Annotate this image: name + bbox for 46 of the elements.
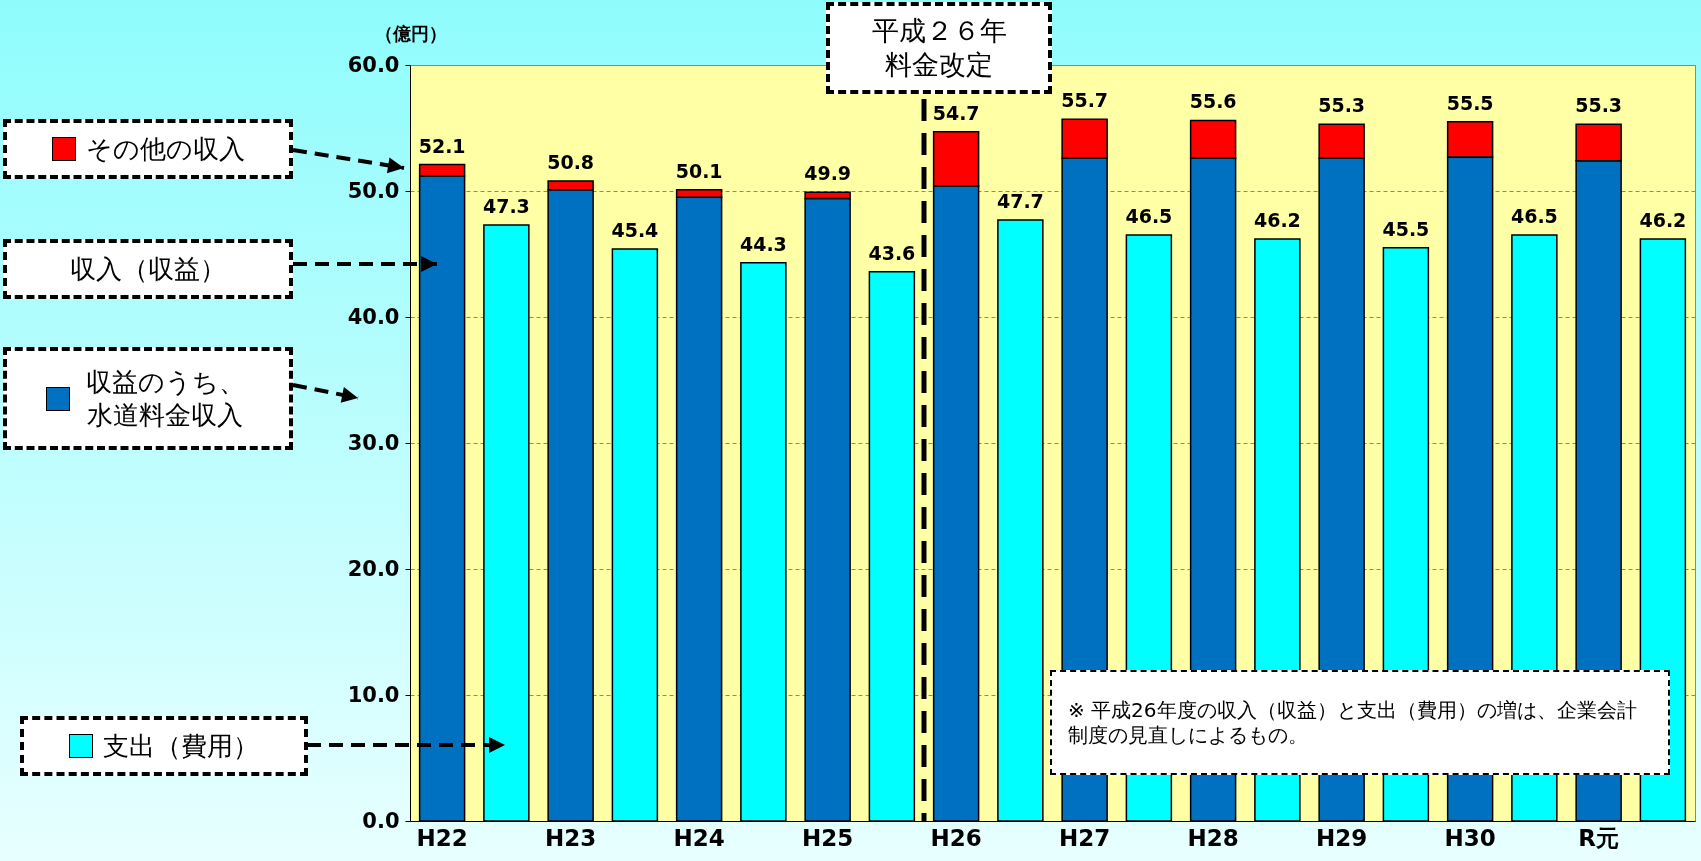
y-tick-label: 0.0 [362,808,400,833]
y-tick-label: 10.0 [347,682,400,707]
total-label: 55.7 [1061,89,1109,112]
x-tick-label: H26 [930,824,982,851]
x-tick-label: H28 [1187,824,1239,851]
total-label: 55.5 [1446,91,1494,114]
legend-label: 支出（費用） [103,729,259,763]
data-label: 47.7 [996,189,1044,212]
y-tick-label: 20.0 [347,556,400,581]
total-label: 50.1 [675,159,723,182]
y-tick-label: 60.0 [347,52,400,77]
data-label: 47.3 [482,195,530,218]
text: 収入（収益） [70,252,226,286]
y-tick-label: 30.0 [347,430,400,455]
total-label: 55.3 [1575,94,1623,117]
note-box: ※ 平成26年度の収入（収益）と支出（費用）の増は、企業会計制度の見直しによるもの。 [1050,670,1670,775]
total-label: 52.1 [418,134,466,157]
data-label: 44.3 [739,232,787,255]
x-tick-label: H22 [416,824,468,851]
annotation: ※ 平成26年度の収入（収益）と支出（費用）の増は、企業会計制度の見直しによるもの。 [1068,697,1638,748]
data-label: 46.5 [1510,205,1558,228]
data-label: 46.2 [1639,208,1687,231]
data-label: 43.6 [868,241,916,264]
total-label: 55.3 [1318,94,1366,117]
total-label: 55.6 [1189,90,1237,113]
x-tick-label: H23 [544,824,597,851]
total-label: 54.7 [932,101,980,124]
total-label: 49.9 [804,162,852,185]
x-tick-label: H25 [801,824,854,851]
x-tick-label: H29 [1315,824,1368,851]
x-tick-label: R元 [1578,824,1619,851]
x-tick-label: H27 [1058,824,1111,851]
legend-label: 収益のうち、水道料金収入 [84,366,246,431]
data-label: 46.5 [1125,205,1173,228]
x-tick-label: H30 [1444,824,1496,851]
y-axis-title: （億円） [374,22,447,44]
y-tick-label: 40.0 [347,304,400,329]
y-tick-label: 50.0 [347,178,400,203]
ref-line-label: 平成２６年料金改定 [870,14,1008,82]
x-tick-label: H24 [673,824,725,851]
legend-label: その他の収入 [85,132,245,166]
total-label: 50.8 [547,150,595,173]
data-label: 45.5 [1382,217,1430,240]
label-box: 平成２６年料金改定 [826,2,1052,94]
data-label: 46.2 [1253,208,1301,231]
data-label: 45.4 [611,218,659,241]
